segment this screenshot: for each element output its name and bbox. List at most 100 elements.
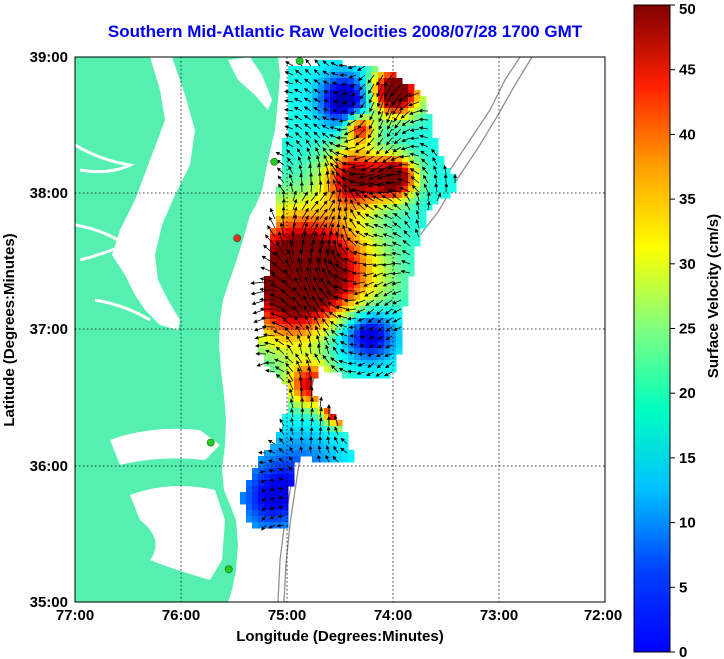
- velocity-cell: [354, 366, 361, 373]
- pamlico-sound: [130, 486, 225, 580]
- velocity-cell: [318, 270, 325, 277]
- velocity-cell: [330, 90, 337, 97]
- velocity-vector: [397, 162, 411, 167]
- velocity-vector: [293, 305, 303, 319]
- velocity-cell: [276, 360, 283, 367]
- velocity-cell: [420, 168, 427, 175]
- velocity-vector: [420, 150, 429, 157]
- velocity-cell: [300, 108, 307, 115]
- velocity-cell: [354, 372, 361, 379]
- velocity-cell: [342, 450, 349, 457]
- velocity-cell: [312, 204, 319, 211]
- velocity-cell: [378, 360, 385, 367]
- velocity-vector: [357, 119, 366, 130]
- velocity-cell: [318, 204, 325, 211]
- velocity-cell: [354, 306, 361, 313]
- velocity-cell: [348, 144, 355, 151]
- velocity-cell: [330, 414, 337, 421]
- velocity-cell: [288, 402, 295, 409]
- velocity-cell: [378, 96, 385, 103]
- velocity-cell: [342, 252, 349, 259]
- velocity-cell: [372, 216, 379, 223]
- velocity-cell: [282, 264, 289, 271]
- velocity-cell: [324, 360, 331, 367]
- velocity-vector: [287, 157, 294, 166]
- velocity-cell: [318, 426, 325, 433]
- velocity-vector: [372, 263, 384, 268]
- velocity-cell: [282, 474, 289, 481]
- velocity-cell: [396, 168, 403, 175]
- velocity-vector: [363, 242, 375, 247]
- velocity-cell: [336, 444, 343, 451]
- velocity-cell: [378, 282, 385, 289]
- velocity-cell: [348, 234, 355, 241]
- velocity-cell: [294, 210, 301, 217]
- velocity-vector: [409, 136, 420, 141]
- velocity-cell: [318, 282, 325, 289]
- velocity-vector: [362, 272, 375, 277]
- velocity-cell: [366, 288, 373, 295]
- velocity-cell: [276, 456, 283, 463]
- velocity-cell: [426, 114, 433, 121]
- velocity-cell: [270, 318, 277, 325]
- velocity-cell: [264, 456, 271, 463]
- y-tick-label: 37:00: [30, 321, 68, 338]
- velocity-cell: [270, 336, 277, 343]
- velocity-cell: [372, 168, 379, 175]
- velocity-vector: [341, 91, 348, 96]
- velocity-cell: [378, 162, 385, 169]
- velocity-vector: [348, 351, 357, 355]
- velocity-cell: [384, 276, 391, 283]
- velocity-cell: [420, 120, 427, 127]
- velocity-cell: [372, 348, 379, 355]
- velocity-cell: [420, 96, 427, 103]
- velocity-cell: [306, 108, 313, 115]
- velocity-cell: [306, 204, 313, 211]
- velocity-cell: [294, 126, 301, 133]
- velocity-cell: [336, 222, 343, 229]
- velocity-vector: [305, 139, 312, 148]
- velocity-vector: [310, 200, 319, 211]
- velocity-cell: [318, 102, 325, 109]
- velocity-cell: [378, 114, 385, 121]
- velocity-vector: [443, 164, 448, 175]
- velocity-vector: [345, 307, 357, 312]
- velocity-vector: [375, 353, 384, 358]
- velocity-cell: [312, 72, 319, 79]
- velocity-cell: [264, 522, 271, 529]
- velocity-vector: [335, 305, 348, 310]
- velocity-cell: [288, 366, 295, 373]
- velocity-vector: [340, 233, 348, 247]
- velocity-cell: [300, 336, 307, 343]
- velocity-vector: [306, 147, 312, 157]
- velocity-vector: [365, 146, 375, 155]
- velocity-cell: [354, 72, 361, 79]
- velocity-cell: [354, 180, 361, 187]
- velocity-vector: [383, 371, 393, 377]
- velocity-vector: [340, 349, 348, 355]
- velocity-cell: [318, 312, 325, 319]
- velocity-vector: [314, 139, 321, 148]
- x-tick-label: 75:00: [268, 607, 306, 624]
- y-tick-label: 35:00: [30, 594, 68, 611]
- velocity-vector: [338, 323, 348, 328]
- velocity-cell: [414, 102, 421, 109]
- velocity-cell: [294, 96, 301, 103]
- velocity-cell: [288, 432, 295, 439]
- velocity-cell: [390, 96, 397, 103]
- velocity-cell: [288, 474, 295, 481]
- velocity-cell: [312, 336, 319, 343]
- velocity-cell: [408, 252, 415, 259]
- velocity-cell: [276, 264, 283, 271]
- velocity-vector: [268, 468, 276, 473]
- velocity-cell: [276, 450, 283, 457]
- velocity-cell: [318, 336, 325, 343]
- velocity-cell: [432, 168, 439, 175]
- velocity-cell: [372, 126, 379, 133]
- velocity-vector: [373, 214, 384, 220]
- velocity-cell: [396, 156, 403, 163]
- velocity-cell: [408, 222, 415, 229]
- velocity-cell: [360, 276, 367, 283]
- velocity-cell: [396, 240, 403, 247]
- velocity-cell: [282, 372, 289, 379]
